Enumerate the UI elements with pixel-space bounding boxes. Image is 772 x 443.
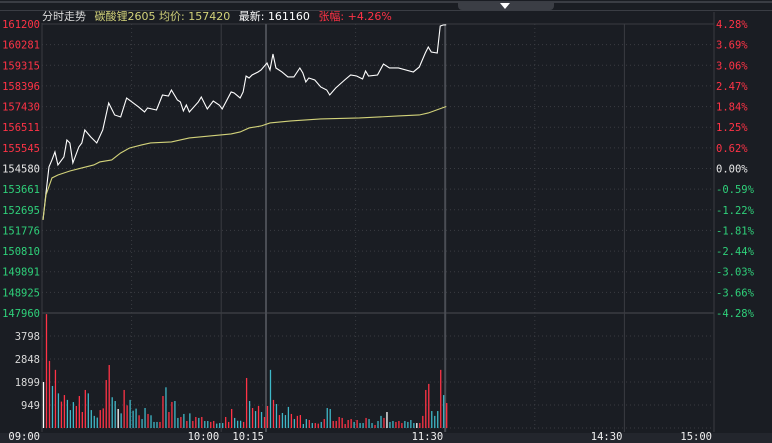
price-tick-label: 153661 bbox=[2, 184, 40, 196]
pct-tick-label: 0.62% bbox=[716, 143, 748, 155]
pct-tick-label: 4.28% bbox=[716, 19, 748, 31]
change-label: 张幅: bbox=[318, 10, 345, 23]
change-value: +4.26% bbox=[347, 10, 392, 23]
pct-tick-label: -0.59% bbox=[716, 184, 755, 196]
time-tick-label: 11:30 bbox=[412, 431, 444, 443]
pct-tick-label: 1.84% bbox=[716, 102, 748, 114]
collapse-tab[interactable] bbox=[458, 2, 554, 10]
volume-tick-label: 1899 bbox=[15, 377, 40, 389]
last-value: 161160 bbox=[267, 10, 310, 23]
volume-bars bbox=[42, 314, 448, 428]
price-tick-label: 154580 bbox=[2, 164, 40, 176]
price-tick-label: 150810 bbox=[2, 246, 40, 258]
pct-tick-label: 1.25% bbox=[716, 122, 748, 134]
price-tick-label: 152695 bbox=[2, 205, 40, 217]
pct-tick-label: 3.06% bbox=[716, 60, 748, 72]
volume-tick-label: 2848 bbox=[15, 354, 40, 366]
triangle-down-icon bbox=[500, 3, 510, 9]
grid bbox=[0, 12, 772, 443]
price-tick-label: 156511 bbox=[2, 122, 40, 134]
time-tick-label: 10:00 bbox=[188, 431, 220, 443]
pct-tick-label: -2.44% bbox=[716, 246, 755, 258]
price-line bbox=[42, 24, 447, 221]
time-axis-band bbox=[0, 433, 772, 443]
price-lines bbox=[42, 24, 447, 221]
pct-tick-label: 0.00% bbox=[716, 164, 748, 176]
avg-value: 157420 bbox=[188, 10, 231, 23]
average-price-line bbox=[42, 105, 447, 221]
time-tick-label: 09:00 bbox=[8, 431, 40, 443]
pct-tick-label: -1.22% bbox=[716, 205, 755, 217]
price-tick-label: 160281 bbox=[2, 40, 40, 52]
price-tick-label: 157430 bbox=[2, 102, 40, 114]
chart-title: 分时走势 bbox=[42, 10, 86, 23]
price-tick-label: 148925 bbox=[2, 287, 40, 299]
pct-tick-label: -3.03% bbox=[716, 267, 755, 279]
pct-tick-label: 3.69% bbox=[716, 40, 748, 52]
pct-tick-label: -4.28% bbox=[716, 308, 755, 320]
symbol-name: 碳酸锂2605 bbox=[94, 10, 156, 23]
last-label: 最新: bbox=[238, 10, 265, 23]
divider bbox=[0, 1, 772, 3]
price-tick-label: 159315 bbox=[2, 60, 40, 72]
price-tick-label: 151776 bbox=[2, 225, 40, 237]
price-tick-label: 158396 bbox=[2, 81, 40, 93]
pct-tick-label: -1.81% bbox=[716, 225, 755, 237]
volume-tick-label: 949 bbox=[21, 400, 40, 412]
price-tick-label: 147960 bbox=[2, 308, 40, 320]
axis-labels: 161200 4.28% 160281 3.69% 159315 3.06% 158396 2… bbox=[2, 19, 755, 443]
time-tick-label: 14:30 bbox=[591, 431, 623, 443]
time-tick-label: 15:00 bbox=[680, 431, 712, 443]
price-tick-label: 161200 bbox=[2, 19, 40, 31]
pct-tick-label: 2.47% bbox=[716, 81, 748, 93]
avg-label: 均价: bbox=[159, 10, 185, 23]
volume-tick-label: 3798 bbox=[15, 331, 40, 343]
top-bar bbox=[0, 0, 772, 11]
time-tick-label: 10:15 bbox=[232, 431, 264, 443]
price-tick-label: 149891 bbox=[2, 267, 40, 279]
chart-header: 分时走势 碳酸锂2605 均价: 157420 最新: 161160 张幅: +… bbox=[42, 9, 397, 24]
pct-tick-label: -3.66% bbox=[716, 287, 755, 299]
price-tick-label: 155545 bbox=[2, 143, 40, 155]
